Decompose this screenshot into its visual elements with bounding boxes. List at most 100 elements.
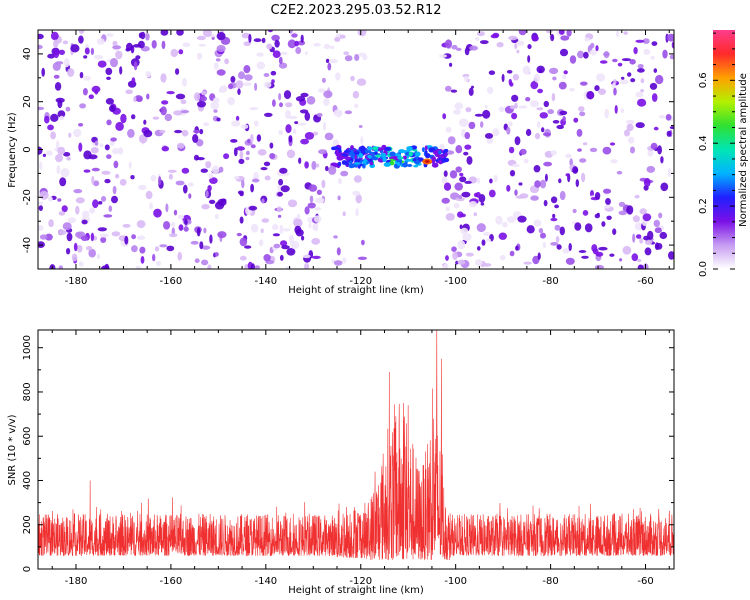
colorbar-tick-label: 0.0 (698, 261, 709, 277)
heatmap-cell (83, 169, 91, 173)
heatmap-signal-cell (384, 146, 392, 151)
heatmap-signal-cell (364, 149, 369, 154)
heatmap-cell (207, 185, 212, 192)
heatmap-cell (357, 256, 367, 260)
heatmap-signal-cell (413, 165, 419, 168)
heatmap-cell (533, 165, 541, 173)
heatmap-cell (286, 149, 296, 159)
heatmap-cell (194, 92, 201, 101)
heatmap-cell (334, 37, 341, 42)
heatmap-cell (533, 219, 542, 227)
heatmap-cell (322, 121, 327, 131)
heatmap-cell (509, 82, 514, 87)
heatmap-cell (178, 224, 184, 231)
heatmap-cell (160, 106, 167, 116)
heatmap-cell (45, 233, 53, 241)
heatmap-cell (159, 244, 168, 248)
heatmap-cell (300, 138, 309, 145)
heatmap-cell (175, 180, 185, 186)
heatmap-cell (534, 180, 541, 188)
heatmap-cell (658, 212, 663, 219)
heatmap-cell (598, 246, 608, 251)
heatmap-cell (340, 170, 349, 177)
heatmap-cell (256, 52, 264, 57)
heatmap-cell (274, 39, 280, 48)
heatmap-cell (152, 116, 160, 120)
heatmap-cell (97, 227, 108, 232)
heatmap-cell (454, 102, 464, 110)
colorbar-tick-label: 0.6 (698, 72, 709, 88)
heatmap-cell (294, 40, 299, 47)
heatmap-cell (612, 58, 618, 63)
heatmap-cell (73, 128, 82, 138)
heatmap-cell (352, 90, 360, 99)
heatmap-cell (250, 223, 259, 233)
heatmap-cell (626, 123, 634, 132)
snr-x-label: Height of straight line (km) (288, 585, 424, 596)
heatmap-cell (511, 163, 520, 168)
heatmap-cell (177, 251, 182, 261)
heatmap-cell (490, 34, 499, 39)
heatmap-signal-cell (412, 158, 417, 162)
heatmap-cell (205, 161, 212, 169)
heatmap-cell (167, 169, 177, 173)
spectrogram-y-label: Frequency (Hz) (7, 112, 18, 188)
heatmap-cell (112, 185, 117, 195)
heatmap-signal-cell (375, 154, 381, 158)
heatmap-cell (207, 264, 212, 269)
heatmap-cell (530, 100, 540, 108)
heatmap-cell (297, 122, 307, 126)
heatmap-cell (119, 66, 123, 75)
heatmap-cell (559, 226, 565, 236)
heatmap-cell (53, 39, 59, 49)
heatmap-cell (235, 115, 240, 121)
heatmap-cell (530, 195, 539, 201)
heatmap-cell (112, 147, 119, 155)
colorbar-gradient (713, 30, 735, 269)
heatmap-cell (187, 182, 194, 187)
heatmap-cell (272, 99, 276, 107)
snr-y-axis: 0 200 400 600 800 1000 (22, 335, 674, 572)
heatmap-cell (559, 190, 566, 201)
heatmap-cell (155, 261, 162, 266)
heatmap-cell (622, 245, 632, 255)
heatmap-cell (304, 206, 310, 215)
heatmap-cell (568, 243, 572, 251)
heatmap-cell (199, 241, 204, 250)
heatmap-signal-cell (424, 145, 428, 151)
x-tick-label: -160 (160, 576, 183, 587)
heatmap-cell (55, 154, 63, 163)
heatmap-cell (594, 85, 600, 92)
heatmap-cell (238, 158, 245, 165)
heatmap-signal-cell (402, 162, 408, 168)
heatmap-cell (38, 33, 44, 40)
heatmap-cell (316, 112, 323, 118)
heatmap-cell (538, 228, 544, 234)
heatmap-cell (522, 65, 531, 75)
heatmap-cell (512, 73, 520, 81)
heatmap-cell (654, 227, 662, 234)
y-tick-label: 1000 (22, 335, 33, 360)
heatmap-cell (256, 61, 266, 70)
heatmap-cell (633, 47, 638, 55)
heatmap-cell (667, 168, 672, 178)
heatmap-cell (90, 232, 95, 242)
heatmap-cell (323, 43, 331, 50)
heatmap-cell (248, 205, 258, 211)
heatmap-cell (354, 54, 360, 61)
heatmap-cell (161, 100, 169, 105)
heatmap-cell (295, 96, 306, 102)
heatmap-cell (442, 263, 449, 269)
heatmap-cell (143, 129, 153, 138)
heatmap-cell (311, 238, 321, 245)
heatmap-cell (175, 68, 180, 75)
heatmap-cell (525, 97, 531, 102)
heatmap-cell (81, 219, 88, 225)
heatmap-cell (108, 205, 113, 212)
heatmap-cell (539, 112, 548, 119)
heatmap-cell (666, 33, 674, 42)
heatmap-cell (285, 124, 292, 134)
heatmap-cell (312, 223, 317, 231)
heatmap-cell (55, 61, 64, 65)
heatmap-cell (73, 242, 78, 252)
